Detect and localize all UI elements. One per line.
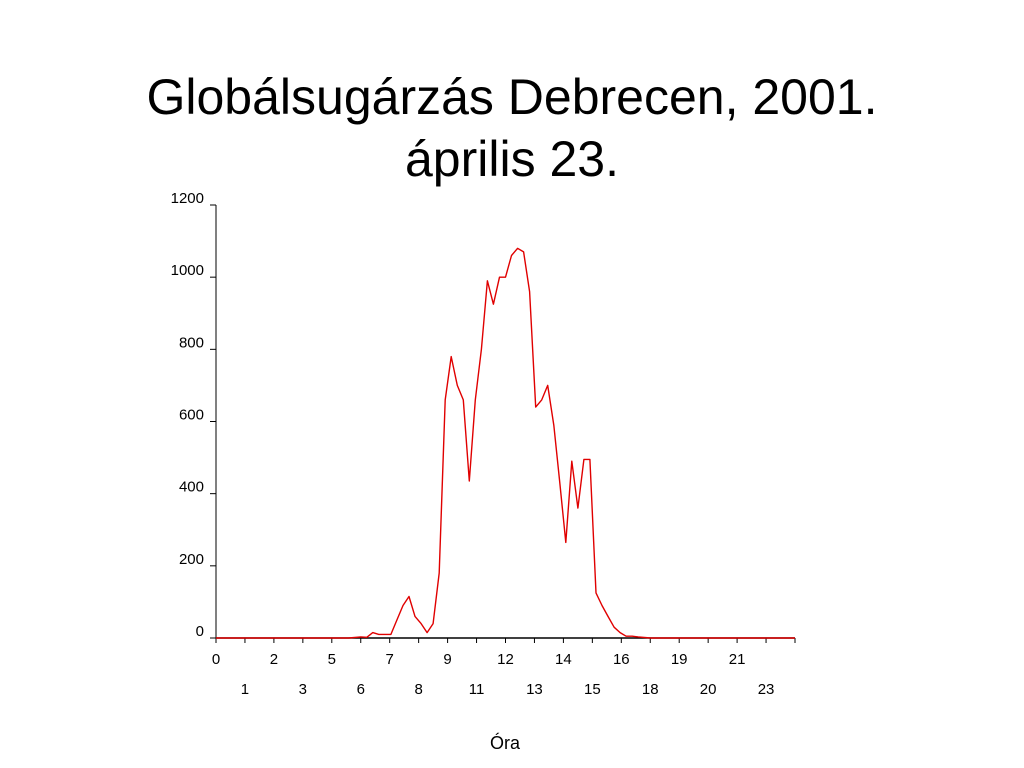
y-tick-label: 200 [179, 551, 204, 568]
x-tick-label: 2 [270, 651, 278, 668]
x-tick-label: 11 [469, 681, 485, 698]
x-tick-label: 1 [241, 681, 249, 698]
x-tick-label: 12 [497, 651, 514, 668]
x-tick-label: 5 [328, 651, 336, 668]
y-tick-label: 0 [196, 623, 204, 640]
y-tick-label: 1000 [171, 262, 204, 279]
page-title: Globálsugárzás Debrecen, 2001. április 2… [0, 66, 1024, 190]
x-tick-label: 19 [671, 651, 688, 668]
x-tick-label: 18 [642, 681, 659, 698]
x-tick-label: 16 [613, 651, 630, 668]
x-tick-label: 3 [299, 681, 307, 698]
x-tick-label: 23 [758, 681, 775, 698]
x-tick-label: 15 [584, 681, 601, 698]
x-tick-label: 9 [443, 651, 451, 668]
x-tick-label: 14 [555, 651, 572, 668]
page-title-line-1: Globálsugárzás Debrecen, 2001. [146, 69, 878, 125]
x-axis: 0 2 5 7 9 12 14 16 19 211 3 6 8 11 13 15 18 20 23 [212, 637, 796, 698]
x-tick-label: 0 [212, 651, 220, 668]
x-tick-label: 6 [357, 681, 365, 698]
series-line [216, 247, 795, 639]
y-axis: 0 200 400 600 800 1000 1200 [171, 190, 217, 640]
x-tick-label: 13 [526, 681, 543, 698]
y-tick-label: 1200 [171, 190, 204, 207]
x-tick-label: 20 [700, 681, 717, 698]
x-tick-label: 7 [386, 651, 394, 668]
x-axis-title: Óra [490, 732, 521, 753]
page-title-line-2: április 23. [405, 131, 619, 187]
x-tick-label: 8 [414, 681, 422, 698]
plot-area [216, 247, 795, 639]
y-tick-label: 400 [179, 479, 204, 496]
x-tick-label: 21 [729, 651, 746, 668]
y-tick-label: 800 [179, 334, 204, 351]
y-tick-label: 600 [179, 407, 204, 424]
